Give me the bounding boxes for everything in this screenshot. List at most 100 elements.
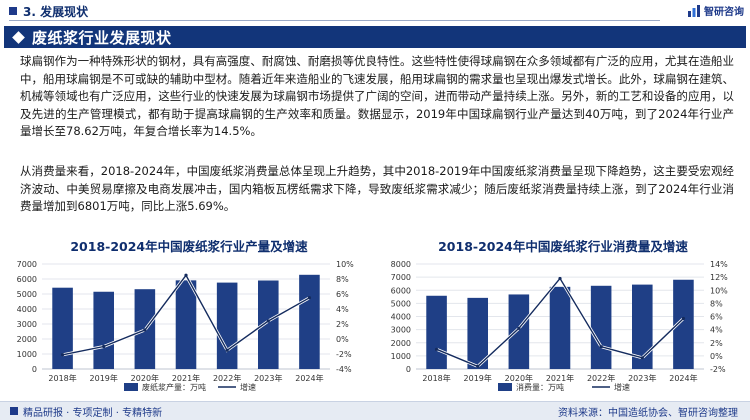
y-tick-label: 0 xyxy=(32,365,37,374)
x-tick-label: 2023年 xyxy=(254,373,282,383)
y-tick-label: 2000 xyxy=(391,339,411,348)
chart-title: 2018-2024年中国废纸浆行业产量及增速 xyxy=(70,239,308,254)
y2-tick-label: 4% xyxy=(710,326,723,335)
bar xyxy=(673,279,694,369)
source-note: 资料来源：中国造纸协会、智研咨询整理 xyxy=(558,407,738,419)
growth-point xyxy=(517,326,521,330)
y2-tick-label: 0% xyxy=(336,335,349,344)
growth-point xyxy=(307,296,312,300)
bar xyxy=(93,291,114,369)
growth-point xyxy=(681,316,686,321)
bar xyxy=(258,280,279,369)
y-tick-label: 5000 xyxy=(17,290,37,299)
x-tick-label: 2023年 xyxy=(628,373,656,383)
growth-point xyxy=(599,345,603,349)
y-tick-label: 1000 xyxy=(17,350,37,359)
legend-line-label: 增速 xyxy=(614,382,630,392)
footer-marker-icon xyxy=(10,407,18,415)
y2-tick-label: 14% xyxy=(710,260,728,269)
x-tick-label: 2022年 xyxy=(587,373,615,383)
x-tick-label: 2024年 xyxy=(295,373,323,383)
legend-bar-label: 废纸浆产量：万吨 xyxy=(142,382,206,392)
growth-point xyxy=(640,356,644,360)
bar xyxy=(467,297,488,369)
paragraph-consumption: 从消费量来看，2018-2024年，中国废纸浆消费量总体呈现上升趋势，其中201… xyxy=(20,164,734,213)
y-tick-label: 0 xyxy=(406,365,411,374)
y-tick-label: 3000 xyxy=(17,320,37,329)
bar xyxy=(508,294,530,369)
growth-point xyxy=(434,347,439,351)
x-tick-label: 2018年 xyxy=(48,373,76,383)
y2-tick-label: 6% xyxy=(336,290,349,299)
bar xyxy=(590,285,612,369)
section-label: 3. 发展现状 xyxy=(23,4,89,19)
bar xyxy=(52,287,73,369)
x-tick-label: 2022年 xyxy=(213,373,241,383)
x-tick-label: 2021年 xyxy=(546,373,574,383)
growth-point xyxy=(558,276,562,281)
brand-mark-icon xyxy=(688,4,700,17)
page-title-bar: 废纸浆行业发展现状 xyxy=(4,26,746,48)
y2-tick-label: 8% xyxy=(336,275,349,284)
growth-point xyxy=(143,328,147,332)
y2-tick-label: 2% xyxy=(710,339,723,348)
paragraph-production: 球扁钢作为一种特殊形状的钢材，具有高强度、耐腐蚀、耐磨损等优良特性。这些特性使得… xyxy=(20,54,734,138)
y-tick-label: 1000 xyxy=(391,352,411,361)
page-title: 废纸浆行业发展现状 xyxy=(32,28,172,47)
x-tick-label: 2020年 xyxy=(505,373,533,383)
chart-title: 2018-2024年中国废纸浆行业消费量及增速 xyxy=(438,239,688,254)
y2-tick-label: -2% xyxy=(710,365,726,374)
y-tick-label: 6000 xyxy=(17,275,37,284)
bar xyxy=(299,274,320,369)
y-tick-label: 4000 xyxy=(391,313,411,322)
consumption-chart: 2018-2024年中国废纸浆行业消费量及增速 0 1000 2000 3000 400… xyxy=(378,232,748,397)
legend-bar-label: 消费量：万吨 xyxy=(516,382,564,392)
legend-bar-swatch xyxy=(498,383,512,391)
y-tick-label: 2000 xyxy=(17,335,37,344)
production-chart: 2018-2024年中国废纸浆行业产量及增速 0 1000 2000 3000 4000… xyxy=(4,232,374,397)
growth-point xyxy=(184,273,188,277)
y2-tick-label: -2% xyxy=(336,350,352,359)
y-tick-label: 7000 xyxy=(17,260,37,269)
x-tick-label: 2024年 xyxy=(669,373,697,383)
legend-bar-swatch xyxy=(124,383,138,391)
y-tick-label: 3000 xyxy=(391,326,411,335)
bar xyxy=(426,295,447,369)
x-tick-label: 2021年 xyxy=(172,373,200,383)
y-tick-label: 7000 xyxy=(391,273,411,282)
production-chart-svg: 0 1000 2000 3000 4000 5000 6000 7000 -4% -2% 0% 2% 4… xyxy=(17,260,355,392)
growth-point xyxy=(60,353,65,357)
y2-tick-label: 10% xyxy=(710,286,728,295)
bar xyxy=(549,286,571,369)
y2-tick-label: 12% xyxy=(710,273,728,282)
top-bar: 3. 发展现状 xyxy=(0,0,750,22)
y-tick-label: 4000 xyxy=(17,305,37,314)
x-tick-label: 2019年 xyxy=(464,373,492,383)
bar xyxy=(632,284,653,369)
footer-bar: 精品研报 · 专项定制 · 专精特新 资料来源：中国造纸协会、智研咨询整理 xyxy=(0,401,750,420)
y2-tick-label: 6% xyxy=(710,313,723,322)
y2-tick-label: 8% xyxy=(710,299,723,308)
growth-point xyxy=(102,344,106,349)
footer-tags: 精品研报 · 专项定制 · 专精特新 xyxy=(23,407,163,419)
y2-tick-label: 2% xyxy=(336,320,349,329)
y-tick-label: 8000 xyxy=(391,260,411,269)
y2-tick-label: 10% xyxy=(336,260,354,269)
brand-logo: 智研咨询 xyxy=(687,3,744,18)
header-divider xyxy=(9,20,660,21)
y2-tick-label: 0% xyxy=(710,352,723,361)
y-tick-label: 5000 xyxy=(391,299,411,308)
x-tick-label: 2020年 xyxy=(131,373,159,383)
y-tick-label: 6000 xyxy=(391,286,411,295)
brand-name: 智研咨询 xyxy=(704,7,744,18)
growth-point xyxy=(225,348,229,352)
diamond-icon xyxy=(12,30,25,44)
bar xyxy=(216,282,238,369)
legend-line-label: 增速 xyxy=(240,382,256,392)
consumption-chart-svg: 0 1000 2000 3000 4000 5000 6000 7000 8000 -2% 0% 2%… xyxy=(391,260,729,392)
bar xyxy=(175,280,197,369)
growth-point xyxy=(476,364,480,368)
y2-tick-label: 4% xyxy=(336,305,349,314)
x-tick-label: 2018年 xyxy=(422,373,450,383)
section-marker-icon xyxy=(9,7,17,15)
